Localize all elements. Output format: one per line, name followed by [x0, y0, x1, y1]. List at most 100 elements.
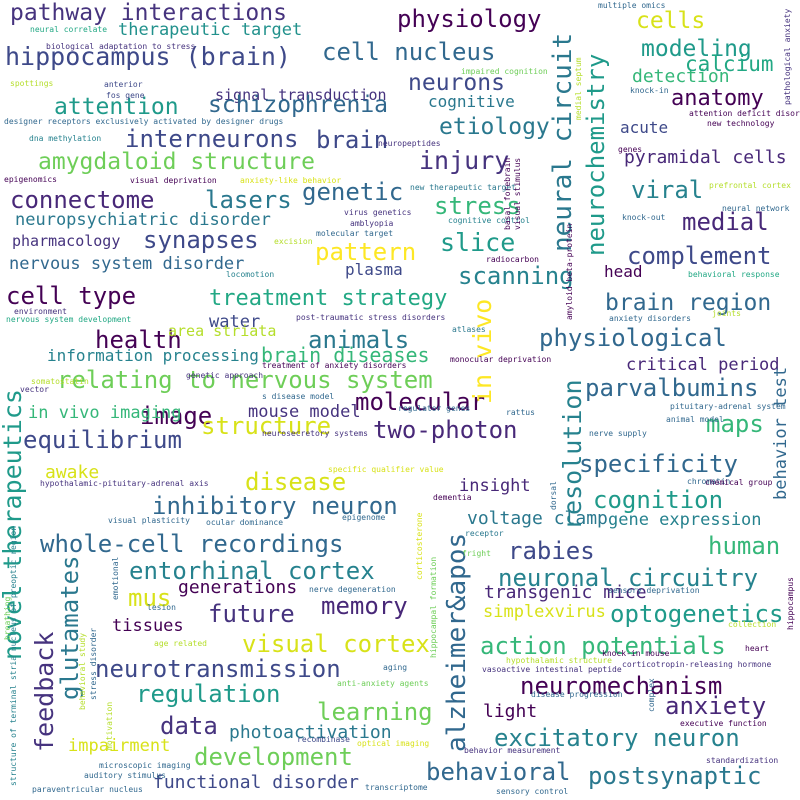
- word: interneurons: [125, 125, 299, 153]
- word: light: [483, 701, 538, 722]
- word: new technology: [707, 119, 775, 128]
- word: neural circuit: [548, 32, 578, 252]
- word: equilibrium: [23, 426, 182, 454]
- word: medial septum: [574, 57, 583, 120]
- word: age related: [154, 639, 207, 648]
- word: anatomy: [671, 86, 764, 111]
- word: area striata: [168, 322, 277, 340]
- word: radiocarbon: [486, 255, 539, 264]
- word: regulation: [136, 680, 281, 708]
- word: insight: [459, 476, 531, 496]
- word: pathological anxiety: [783, 8, 792, 105]
- word: future: [208, 600, 295, 628]
- word: gene expression: [608, 510, 762, 530]
- word: excision: [274, 237, 313, 246]
- word: schizophrenia: [208, 92, 389, 118]
- word: mus: [128, 584, 172, 612]
- word: pattern: [315, 238, 417, 266]
- word: nerve supply: [589, 429, 647, 438]
- word: anxiety disorders: [609, 314, 691, 323]
- word: biological adaptation to stress: [46, 42, 196, 51]
- word: pituitary-adrenal system: [670, 402, 786, 411]
- word: cells: [636, 8, 706, 34]
- word: information processing: [47, 346, 259, 365]
- word: neurosecretory systems: [262, 429, 368, 438]
- word: emotional: [111, 556, 120, 600]
- word: calcium: [685, 52, 774, 76]
- word: vector: [20, 385, 49, 394]
- word: nervous system development: [6, 315, 132, 324]
- word: collection: [728, 620, 777, 629]
- word: visual cortex: [242, 630, 430, 658]
- word: treatment strategy: [209, 286, 448, 311]
- word: anxiety: [665, 692, 767, 720]
- word: designer receptors exclusively activated…: [4, 117, 284, 126]
- word: viral: [631, 176, 704, 204]
- word: therapeutic target: [118, 20, 303, 40]
- word: basal forebrain: [503, 157, 512, 230]
- word: transgenic mice: [484, 582, 647, 603]
- word: physiology: [397, 5, 542, 33]
- word: neurotransmission: [95, 655, 341, 683]
- word: cognitive control: [448, 216, 530, 225]
- word: genetic approach: [186, 371, 264, 380]
- word: neuropeptides: [378, 139, 441, 148]
- word: critical period: [626, 355, 780, 375]
- word: entorhinal cortex: [129, 557, 375, 585]
- word: disease: [245, 468, 347, 496]
- word: alzheimer&apos: [442, 532, 472, 752]
- word: maps: [706, 410, 764, 438]
- word: structure: [201, 412, 332, 440]
- word: behavioral: [426, 758, 571, 786]
- word: memory: [321, 592, 408, 620]
- word: simplexvirus: [483, 602, 606, 622]
- word: signal transduction: [215, 86, 387, 104]
- word: regulator genes: [398, 404, 471, 413]
- word: anterior: [104, 80, 143, 89]
- word: standardization: [706, 756, 779, 765]
- word: epigenomics: [4, 175, 57, 184]
- word: stress: [434, 192, 521, 220]
- word: detection: [632, 66, 730, 87]
- word: whole-cell recordings: [40, 530, 344, 558]
- word: acute: [620, 118, 669, 137]
- word: somatostatin: [31, 377, 89, 386]
- word: learning: [317, 698, 433, 726]
- word: neurons: [408, 70, 505, 96]
- word: chemical group: [705, 478, 773, 487]
- word: voltage clamp: [467, 508, 608, 529]
- word: motivation: [105, 701, 114, 750]
- word: neurochemistry: [582, 53, 610, 256]
- word: s disease model: [262, 392, 335, 401]
- word: environment: [14, 307, 67, 316]
- word: knock-in mouse: [602, 649, 670, 658]
- word: optical imaging: [357, 739, 430, 748]
- word: relating to nervous system: [57, 366, 433, 394]
- word: new therapeutic target: [410, 183, 516, 192]
- word: amblyopia: [350, 219, 394, 228]
- word: two-photon: [373, 416, 518, 444]
- word: behavioral study: [78, 632, 87, 710]
- word: postsynaptic: [588, 762, 762, 790]
- word: visual plasticity: [108, 516, 190, 525]
- word: monocular deprivation: [450, 355, 552, 364]
- word: multiple omics: [598, 1, 666, 10]
- word: dementia: [433, 493, 472, 502]
- word: corticosterone: [415, 512, 424, 580]
- word: behavior measurement: [464, 746, 561, 755]
- word: lesion: [147, 603, 176, 612]
- word: hippocampus (brain): [5, 42, 291, 71]
- word: recombinase: [297, 735, 350, 744]
- word: visual stimulus: [513, 157, 522, 230]
- word: photoactivation: [229, 722, 392, 743]
- word: nervous system disorder: [9, 254, 245, 274]
- word: aging: [383, 663, 408, 672]
- word: knock-in: [630, 86, 669, 95]
- word: action potentials: [480, 632, 726, 660]
- word: injury: [419, 146, 510, 175]
- word: neuropsychiatric disorder: [15, 210, 271, 230]
- word: brain region: [605, 290, 772, 316]
- word: neuronal circuitry: [498, 564, 759, 592]
- word: behavioral response: [688, 270, 780, 279]
